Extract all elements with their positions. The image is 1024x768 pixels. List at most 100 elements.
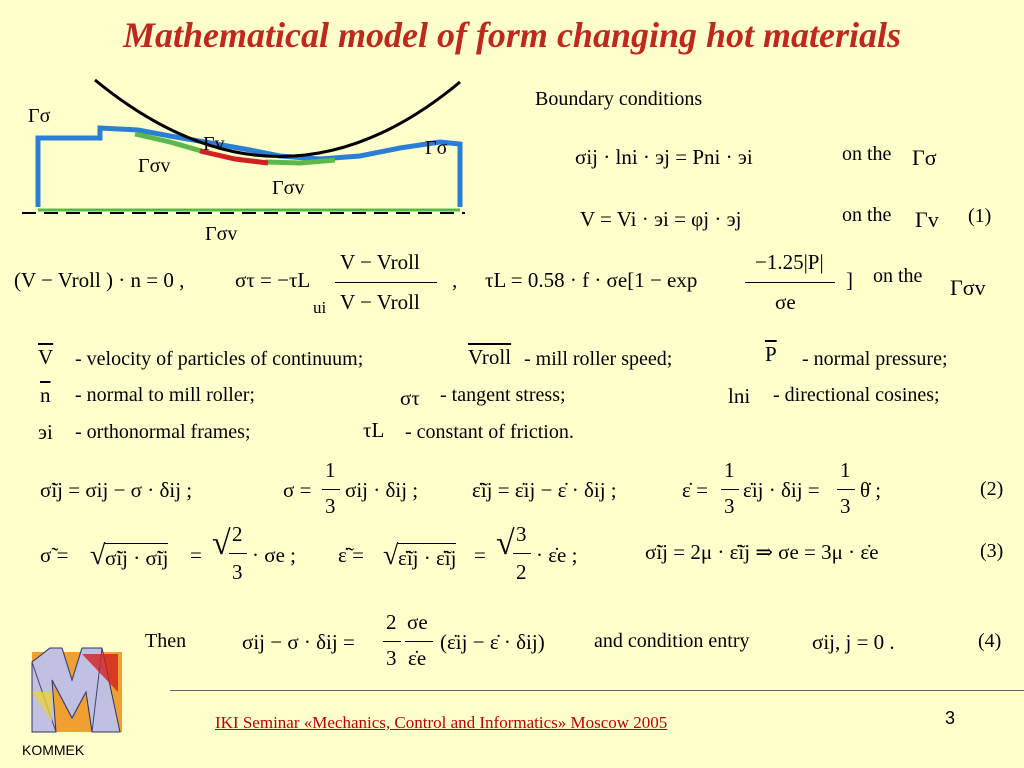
- bc-eq3b-lhs: στ = −τL: [235, 268, 311, 292]
- bc-eq1-on: on the: [842, 143, 892, 165]
- legend-n-symbol: n: [40, 383, 51, 407]
- eq2-d-frac-num: 1: [724, 458, 735, 482]
- footer-text[interactable]: IKI Seminar «Mechanics, Control and Info…: [215, 713, 668, 732]
- kommek-logo-icon: [31, 647, 122, 733]
- eq3-a-root: σ̃ij · σ̃ij: [105, 543, 169, 571]
- eq2-d-mid: ε̇ij · δij =: [743, 478, 820, 502]
- legend-vroll-symbol: Vroll: [468, 345, 512, 369]
- legend-n-text: - normal to mill roller;: [75, 384, 255, 406]
- eq3-b-fracline: [513, 553, 531, 554]
- label-gamma-sigma-v-left: Γσv: [138, 155, 170, 177]
- eq2-d-frac-den: 3: [724, 494, 735, 518]
- eq2-d-lhs: ε̇ =: [682, 478, 708, 502]
- bc-eq3b-num: V − Vroll: [340, 250, 420, 274]
- eq3-c: σ̃ij = 2μ · ε̃̇ij ⇒ σe = 3μ · ε̇e: [645, 540, 879, 564]
- eq4-cond: σij, j = 0 .: [812, 630, 895, 654]
- eq3-b-frac-num: 3: [516, 522, 527, 546]
- legend-v-text: - velocity of particles of continuum;: [75, 348, 364, 370]
- eq2-b-lhs: σ =: [283, 478, 312, 502]
- bc-eq3b-fracline: [335, 282, 437, 283]
- legend-l-symbol: lni: [728, 384, 751, 408]
- eq3-b-frac-den: 2: [516, 560, 527, 584]
- eq4-then: Then: [145, 630, 187, 652]
- eq2-c: ε̃̇ij = ε̇ij − ε̇ · δij ;: [472, 478, 617, 502]
- footer-divider: [170, 690, 1024, 691]
- eq4-frac2-num: σe: [407, 610, 428, 634]
- bc-eq1: σij · lni · эj = Pni · эi: [575, 145, 753, 169]
- rolling-diagram: Γσ Γv Γσ Γσv Γσv Γσv: [22, 78, 465, 245]
- label-gamma-sigma-left: Γσ: [28, 105, 51, 127]
- bc-eq3a: (V − Vroll ) · n = 0 ,: [14, 268, 185, 292]
- bc-eq2: V = Vi · эi = φj · эj: [580, 207, 742, 231]
- bc-eq3b-den-u: ui: [313, 298, 327, 317]
- bc-eq3c-lhs: τL = 0.58 · f · σe[1 − exp: [485, 268, 698, 292]
- eq3-b-root: ε̃̇ij · ε̃̇ij: [398, 543, 457, 571]
- bc-eq3c-num: −1.25|P|: [755, 250, 824, 274]
- roller-arc: [94, 78, 461, 158]
- eq3-a-frac-num: 2: [232, 522, 243, 546]
- eq4-lhs: σij − σ · δij =: [242, 630, 355, 654]
- eq4-fracline: [383, 641, 401, 642]
- eq4-frac2-den: ε̇e: [408, 646, 427, 670]
- eq4-rhs: (ε̇ij − ε̇ · δij): [440, 630, 545, 654]
- eq3-a-rhs: · σe ;: [252, 543, 296, 567]
- boundary-heading: Boundary conditions: [535, 88, 703, 110]
- slide-title: Mathematical model of form changing hot …: [122, 15, 902, 55]
- bc-eq3c-den: σe: [775, 290, 796, 314]
- eq3-a-eq: =: [190, 543, 202, 567]
- eq3-b-lhs: ε̃̇ =: [338, 543, 364, 567]
- friction-left: [134, 131, 206, 155]
- eq-number-1: (1): [968, 205, 992, 227]
- legend-tl-text: - constant of friction.: [405, 421, 574, 443]
- legend-st-symbol: στ: [400, 386, 420, 410]
- eq3-a-lhs: σ̃ =: [40, 543, 69, 567]
- legend-e-symbol: эi: [38, 420, 53, 444]
- bc-eq2-region: Γv: [915, 207, 939, 232]
- legend-st-text: - tangent stress;: [440, 384, 566, 406]
- eq2-a: σ̃ij = σij − σ · δij ;: [40, 478, 193, 502]
- eq3-b-rhs: · ε̇e ;: [536, 543, 578, 567]
- eq3-a-frac-den: 3: [232, 560, 243, 584]
- label-gamma-sigma-v-right: Γσv: [272, 177, 304, 199]
- label-gamma-sigma-v-bottom: Γσv: [205, 223, 237, 245]
- legend-v-symbol: V: [38, 345, 54, 369]
- bc-eq3c-fracline: [745, 282, 835, 283]
- eq3-a-fracline: [229, 553, 247, 554]
- eq-number-3: (3): [980, 540, 1004, 562]
- legend-vroll-text: - mill roller speed;: [524, 348, 673, 370]
- legend-l-text: - directional cosines;: [773, 384, 940, 406]
- bc-eq1-region: Γσ: [912, 145, 937, 170]
- eq4-frac2line: [405, 641, 433, 642]
- eq4-frac-num: 2: [386, 610, 397, 634]
- label-gamma-v: Γv: [203, 133, 225, 155]
- eq2-d-rhs: θ̇ ;: [860, 478, 882, 502]
- bc-eq3-on: on the: [873, 265, 923, 287]
- contact-zone: [199, 148, 269, 166]
- bc-eq3b-den: V − Vroll: [340, 290, 420, 314]
- eq2-d-frac2-den: 3: [840, 494, 851, 518]
- eq2-d-frac2-num: 1: [840, 458, 851, 482]
- eq4-frac-den: 3: [386, 646, 397, 670]
- friction-right: [264, 157, 336, 166]
- legend-tl-symbol: τL: [363, 418, 385, 442]
- eq3-a-sqrt2-icon: √: [212, 525, 231, 562]
- eq3-b-eq: =: [474, 543, 486, 567]
- label-gamma-sigma-right: Γσ: [425, 137, 448, 159]
- eq2-d-frac2line: [837, 489, 855, 490]
- legend-p-symbol: P: [765, 342, 777, 366]
- bc-eq2-on: on the: [842, 204, 892, 226]
- body-outline: [35, 125, 463, 207]
- eq-number-2: (2): [980, 478, 1004, 500]
- eq3-b-sqrt2-icon: √: [496, 525, 515, 562]
- eq2-b-frac-num: 1: [325, 458, 336, 482]
- eq2-d-fracline: [721, 489, 739, 490]
- legend-p-text: - normal pressure;: [802, 348, 948, 370]
- logo-label: KOMMEK: [22, 742, 85, 758]
- page-number: 3: [945, 708, 956, 728]
- bc-eq3-region: Γσv: [950, 275, 986, 300]
- eq3-a-sqrt-icon: √: [90, 540, 106, 571]
- eq3-b-sqrt-icon: √: [383, 540, 399, 571]
- eq4-cond-text: and condition entry: [594, 630, 750, 652]
- eq2-b-rhs: σij · δij ;: [345, 478, 419, 502]
- bc-eq3c-close: ]: [846, 268, 853, 292]
